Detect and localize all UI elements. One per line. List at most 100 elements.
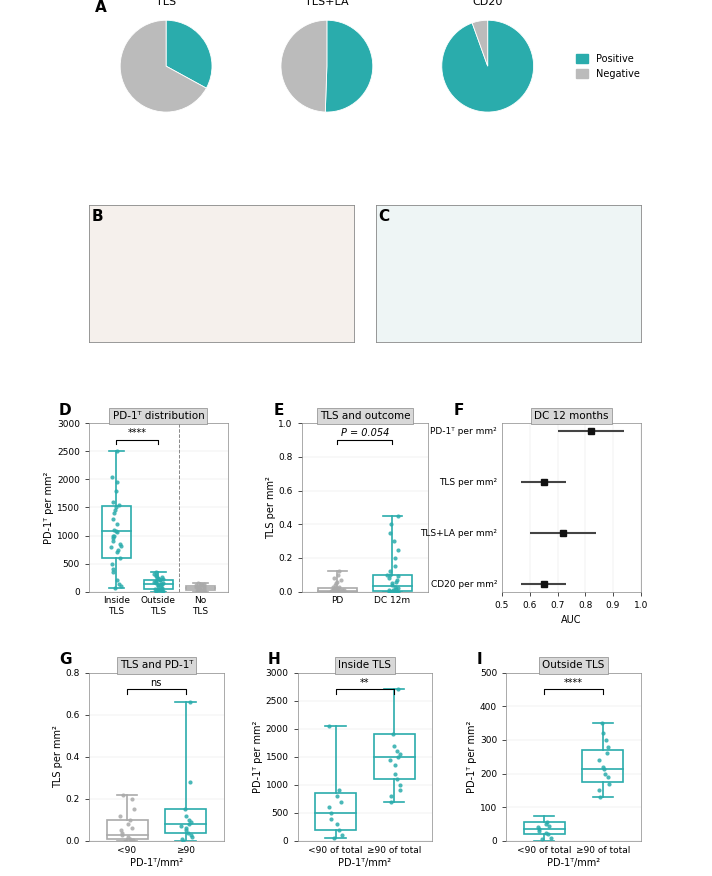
Point [150, 583, 161, 597]
Point [384, 752, 396, 766]
Point [117, 825, 128, 839]
Point [199, 584, 211, 598]
Point [108, 528, 119, 542]
Point [603, 777, 614, 791]
Point [332, 582, 343, 596]
Point [325, 806, 337, 820]
Point [383, 583, 394, 597]
Point [112, 542, 124, 556]
Point [181, 822, 192, 836]
Point [392, 584, 404, 598]
Point [331, 575, 342, 589]
Point [111, 484, 122, 498]
Point [394, 783, 406, 797]
Point [328, 584, 339, 598]
Point [542, 827, 553, 841]
Point [194, 582, 206, 596]
Text: **: ** [360, 678, 370, 688]
Point [108, 532, 119, 546]
X-axis label: AUC: AUC [561, 615, 582, 625]
Point [540, 817, 551, 831]
Point [386, 576, 397, 590]
Point [392, 745, 403, 759]
Point [115, 539, 127, 553]
Point [151, 584, 162, 598]
Point [179, 802, 190, 816]
Text: ****: **** [128, 428, 147, 438]
Point [151, 568, 162, 582]
Point [335, 583, 346, 597]
Title: TLS and outcome: TLS and outcome [320, 411, 410, 421]
Point [534, 823, 545, 837]
Point [384, 526, 396, 540]
Point [386, 795, 397, 809]
Bar [102, 505, 131, 558]
Point [151, 571, 162, 585]
Point [153, 583, 164, 597]
Point [192, 584, 203, 598]
Point [333, 564, 345, 578]
Point [383, 584, 394, 598]
Title: Outside TLS: Outside TLS [543, 661, 604, 670]
Point [328, 583, 339, 597]
Point [108, 562, 119, 576]
X-axis label: PD-1ᵀ/mm²: PD-1ᵀ/mm² [130, 858, 183, 867]
Point [106, 470, 117, 484]
Point [184, 775, 196, 789]
Point [127, 822, 138, 836]
Point [155, 573, 166, 587]
Point [389, 584, 400, 598]
Point [192, 583, 204, 597]
Point [125, 832, 136, 846]
Point [328, 571, 339, 585]
Point [108, 506, 120, 520]
Point [193, 583, 204, 597]
Point [150, 584, 162, 598]
Point [197, 578, 208, 592]
Bar [373, 575, 412, 590]
Point [155, 580, 167, 594]
Point [328, 831, 340, 845]
X-axis label: PD-1ᵀ/mm²: PD-1ᵀ/mm² [547, 858, 600, 867]
Point [150, 565, 162, 579]
Point [157, 576, 169, 590]
Y-axis label: TLS per mm²: TLS per mm² [53, 725, 63, 788]
Point [122, 817, 134, 831]
Point [389, 560, 401, 574]
Point [324, 801, 335, 815]
Wedge shape [325, 20, 373, 112]
Bar [186, 586, 215, 590]
Point [127, 833, 139, 847]
Point [336, 829, 347, 843]
Point [393, 682, 404, 696]
Point [108, 565, 119, 579]
Point [537, 832, 548, 846]
Point [598, 759, 609, 774]
Point [152, 570, 163, 584]
Bar [524, 823, 565, 834]
Point [128, 802, 140, 816]
Bar [165, 809, 206, 832]
Point [181, 823, 192, 837]
Point [596, 716, 607, 730]
Point [107, 512, 118, 526]
Point [333, 584, 345, 598]
Text: B: B [92, 208, 103, 223]
Point [112, 444, 123, 458]
Point [600, 766, 611, 781]
Point [110, 524, 121, 538]
Text: E: E [274, 403, 284, 418]
X-axis label: PD-1ᵀ/mm²: PD-1ᵀ/mm² [338, 858, 392, 867]
Point [115, 551, 126, 565]
Point [157, 570, 168, 584]
Bar [582, 750, 623, 782]
Point [333, 584, 345, 598]
Point [391, 573, 402, 587]
Title: Inside TLS: Inside TLS [338, 661, 392, 670]
Text: P = 0.054: P = 0.054 [341, 428, 389, 438]
Point [337, 584, 349, 598]
Point [111, 525, 122, 539]
Bar [374, 734, 414, 780]
Bar [318, 589, 357, 591]
Point [601, 746, 612, 760]
